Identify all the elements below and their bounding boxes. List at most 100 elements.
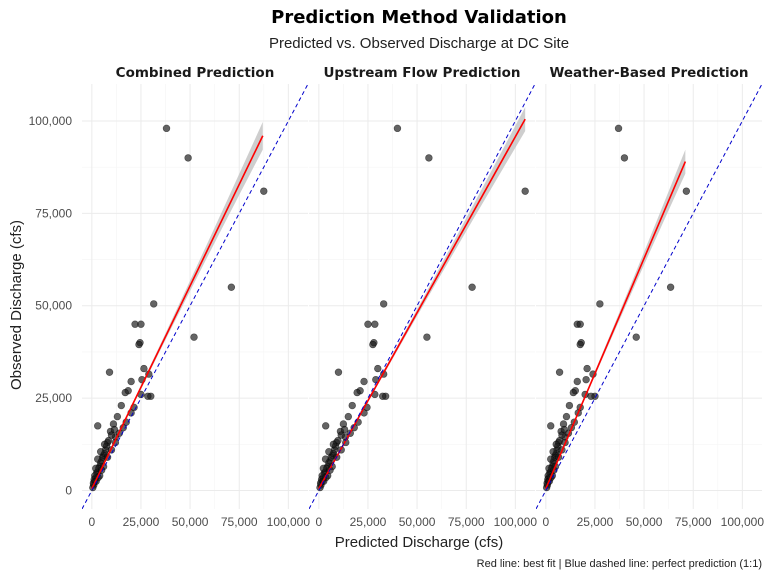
panel-3: Weather-Based Prediction 0 25,000 50,000 75,…	[536, 65, 765, 529]
x-tick-label: 100,000	[267, 515, 311, 529]
data-point	[369, 340, 377, 349]
facet-panels: Combined Prediction 0 25,000 50,000 75,000 10…	[29, 65, 765, 529]
data-point	[127, 377, 135, 386]
y-tick-label: 75,000	[35, 206, 72, 220]
data-point	[521, 187, 529, 195]
minor-grid	[536, 84, 762, 509]
x-tick-label: 75,000	[221, 515, 258, 529]
data-point	[549, 448, 557, 456]
x-tick-label: 0	[315, 515, 322, 529]
data-point	[547, 422, 555, 430]
x-tick-label: 75,000	[448, 515, 485, 529]
data-point	[190, 333, 198, 341]
x-tick-label: 25,000	[577, 515, 614, 529]
data-point	[150, 300, 158, 308]
data-point	[344, 412, 353, 421]
minor-grid	[82, 84, 308, 509]
data-point	[353, 388, 361, 397]
data-point	[378, 392, 387, 400]
x-tick-label: 50,000	[399, 515, 436, 529]
x-tick-label: 25,000	[350, 515, 387, 529]
data-point	[555, 368, 564, 376]
data-point	[547, 455, 555, 463]
data-point	[423, 333, 431, 341]
x-tick-label: 0	[88, 515, 95, 529]
data-point	[569, 388, 578, 397]
x-tick-label: 25,000	[123, 515, 160, 529]
data-point	[583, 364, 591, 373]
x-tick-label: 100,000	[494, 515, 538, 529]
data-point	[121, 388, 129, 397]
data-point	[632, 333, 640, 341]
x-tick-label: 50,000	[172, 515, 209, 529]
identity-line	[536, 84, 762, 509]
data-point	[334, 368, 343, 376]
data-point	[140, 364, 148, 373]
data-point	[144, 392, 152, 400]
major-grid	[536, 84, 762, 509]
data-point	[374, 364, 382, 373]
data-point	[560, 425, 568, 434]
data-point	[340, 425, 349, 434]
data-point	[105, 368, 114, 376]
data-point	[379, 300, 388, 308]
data-point	[94, 422, 102, 430]
y-tick-label: 100,000	[29, 114, 73, 128]
y-tick-label: 0	[65, 484, 72, 498]
data-point	[364, 320, 372, 328]
x-tick-label: 50,000	[626, 515, 663, 529]
data-point	[348, 401, 356, 410]
data-point	[162, 124, 171, 133]
data-point	[94, 455, 102, 463]
data-point	[325, 448, 333, 456]
chart-caption: Red line: best fit | Blue dashed line: p…	[477, 558, 762, 570]
data-point	[319, 464, 328, 473]
x-axis-label: Predicted Discharge (cfs)	[335, 534, 503, 551]
data-point	[260, 187, 268, 195]
data-point	[329, 440, 338, 449]
y-tick-label: 25,000	[35, 391, 72, 405]
panel-2: Upstream Flow Prediction 0 25,000 50,000 75,…	[309, 65, 538, 529]
data-point	[337, 431, 345, 439]
facet-title: Combined Prediction	[116, 65, 275, 81]
data-point	[321, 455, 330, 463]
data-point	[360, 377, 368, 386]
data-point	[113, 412, 122, 421]
major-grid	[309, 84, 535, 509]
data-point	[371, 320, 379, 328]
data-point	[227, 283, 236, 291]
facet-title: Weather-Based Prediction	[549, 65, 748, 81]
data-point	[682, 187, 691, 195]
x-tick-label: 100,000	[721, 515, 765, 529]
best-fit-line	[545, 161, 687, 489]
data-point	[587, 392, 595, 400]
data-point	[562, 412, 571, 421]
best-fit-line	[91, 135, 264, 490]
data-point	[552, 440, 560, 449]
data-point	[425, 154, 433, 162]
panel-1: Combined Prediction 0 25,000 50,000 75,000 10…	[82, 65, 311, 529]
y-tick-label: 50,000	[35, 299, 72, 313]
y-axis-label: Observed Discharge (cfs)	[8, 220, 25, 390]
data-point	[576, 340, 584, 349]
data-point	[184, 154, 192, 162]
data-point	[620, 154, 629, 162]
data-point	[576, 320, 584, 328]
data-point	[468, 283, 476, 291]
x-tick-label: 75,000	[675, 515, 712, 529]
data-point	[573, 377, 581, 386]
data-point	[393, 124, 402, 133]
identity-line	[82, 84, 308, 509]
data-point	[110, 425, 119, 434]
data-point	[322, 422, 330, 430]
data-point	[565, 401, 574, 410]
data-point	[666, 283, 675, 291]
facet-title: Upstream Flow Prediction	[323, 65, 520, 81]
x-tick-label: 0	[542, 515, 549, 529]
chart-title: Prediction Method Validation	[271, 7, 567, 28]
data-point	[137, 320, 145, 328]
data-point	[96, 448, 105, 456]
chart-subtitle: Predicted vs. Observed Discharge at DC S…	[269, 35, 569, 52]
data-point	[596, 300, 604, 308]
